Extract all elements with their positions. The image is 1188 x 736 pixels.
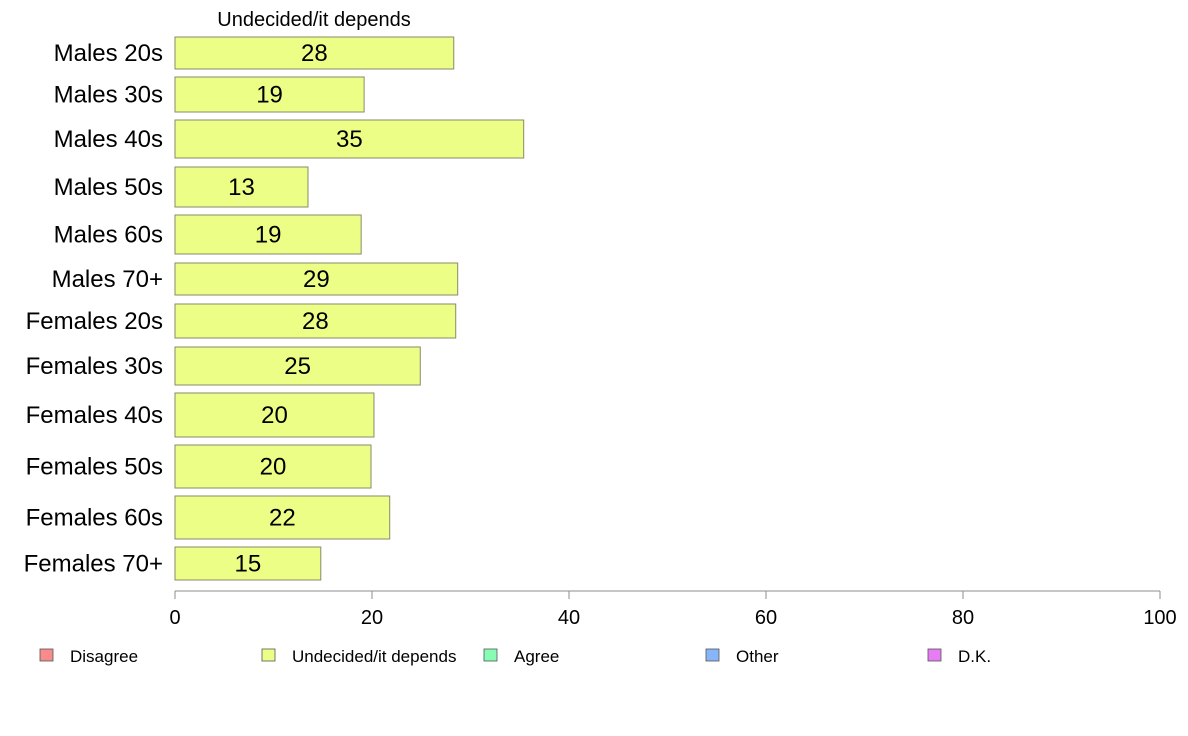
category-label: Males 30s (54, 82, 163, 109)
bar (174, 214, 362, 255)
legend: Disagree Undecided/it depends Agree Other D.… (39, 647, 991, 666)
category-label: Females 30s (26, 353, 163, 380)
series-title: Undecided/it depends (217, 9, 410, 31)
category-label: Males 50s (54, 174, 163, 201)
bar (174, 346, 421, 386)
legend-swatch (705, 648, 720, 662)
x-tick-label: 0 (169, 607, 180, 629)
bar (174, 444, 372, 489)
legend-swatch (39, 648, 54, 662)
x-tick-label: 40 (558, 607, 580, 629)
data-label: 20 (260, 454, 287, 481)
data-label: 13 (228, 174, 255, 201)
bar (174, 36, 455, 70)
data-label: 19 (256, 82, 283, 109)
category-label: Males 70+ (52, 266, 163, 293)
bar (174, 303, 457, 339)
legend-label: D.K. (958, 647, 991, 666)
legend-swatch (261, 648, 276, 662)
data-label: 28 (301, 40, 328, 67)
category-label: Females 20s (26, 308, 163, 335)
legend-swatch (483, 648, 498, 662)
category-label: Males 20s (54, 40, 163, 67)
data-label: 29 (303, 266, 330, 293)
bar (174, 166, 309, 208)
category-label: Females 50s (26, 454, 163, 481)
data-label: 15 (235, 551, 262, 578)
category-label: Males 60s (54, 222, 163, 249)
data-label: 25 (284, 353, 311, 380)
category-label: Females 40s (26, 402, 163, 429)
legend-label: Undecided/it depends (292, 647, 456, 666)
x-tick-label: 80 (952, 607, 974, 629)
x-tick-label: 60 (755, 607, 777, 629)
category-label: Males 40s (54, 126, 163, 153)
data-label: 35 (336, 126, 363, 153)
bar (174, 392, 375, 438)
x-axis: 0 20 40 60 80 100 (169, 590, 1177, 629)
bar (174, 495, 391, 540)
bar (174, 546, 322, 581)
x-tick-label: 20 (361, 607, 383, 629)
data-label: 19 (255, 222, 282, 249)
x-tick-label: 100 (1143, 607, 1176, 629)
legend-label: Disagree (70, 647, 138, 666)
bars-group: Males 20s 28 Males 30s 19 Males 40s 35 Males 5… (24, 36, 525, 581)
legend-label: Other (736, 647, 779, 666)
category-label: Females 60s (26, 505, 163, 532)
bar (174, 119, 525, 159)
category-label: Females 70+ (24, 551, 163, 578)
data-label: 28 (302, 308, 329, 335)
bar (174, 76, 365, 113)
legend-swatch (927, 648, 942, 662)
data-label: 22 (269, 505, 296, 532)
legend-label: Agree (514, 647, 559, 666)
data-label: 20 (261, 402, 288, 429)
bar (174, 262, 459, 296)
